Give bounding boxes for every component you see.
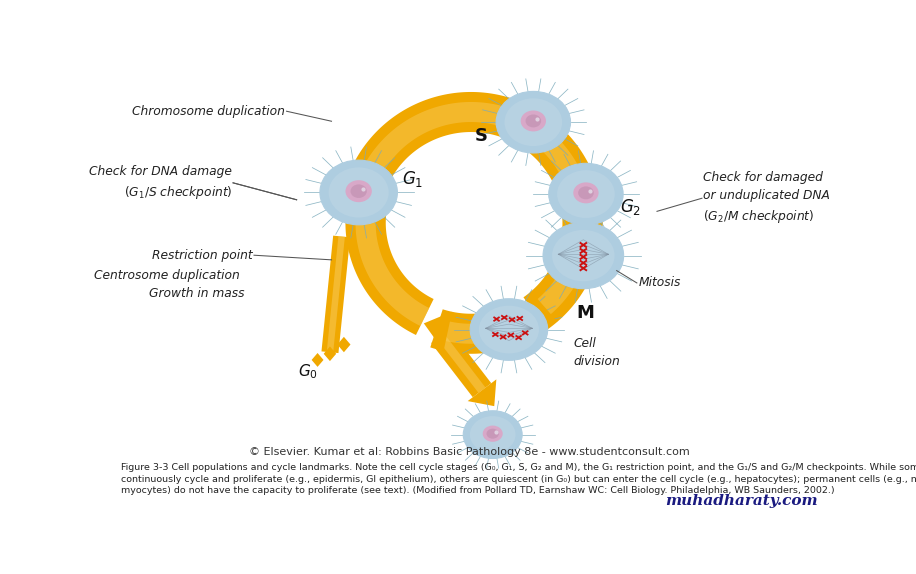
Polygon shape — [437, 333, 485, 393]
Polygon shape — [424, 312, 452, 351]
Polygon shape — [523, 207, 603, 330]
Ellipse shape — [573, 183, 598, 203]
Polygon shape — [354, 102, 536, 197]
Polygon shape — [337, 337, 351, 352]
Text: Check for damaged
or unduplicated DNA
$(G_2/M$ checkpoint$)$: Check for damaged or unduplicated DNA $(… — [703, 171, 831, 225]
Polygon shape — [344, 92, 540, 199]
Ellipse shape — [470, 416, 516, 453]
Text: continuously cycle and proliferate (e.g., epidermis, GI epithelium), others are : continuously cycle and proliferate (e.g.… — [121, 475, 916, 484]
Ellipse shape — [463, 411, 522, 459]
Ellipse shape — [496, 91, 571, 153]
Text: $G_1$: $G_1$ — [402, 169, 423, 189]
Ellipse shape — [549, 163, 623, 225]
Text: M: M — [576, 304, 594, 321]
Text: Growth in mass: Growth in mass — [149, 287, 245, 300]
Text: Check for DNA damage
$(G_1/S$ checkpoint$)$: Check for DNA damage $(G_1/S$ checkpoint… — [90, 165, 233, 201]
Text: $G_0$: $G_0$ — [299, 362, 318, 381]
Ellipse shape — [543, 223, 624, 289]
Ellipse shape — [578, 187, 594, 199]
Polygon shape — [558, 180, 595, 210]
Polygon shape — [529, 208, 593, 322]
Text: Figure 3-3 Cell populations and cycle landmarks. Note the cell cycle stages (G₀,: Figure 3-3 Cell populations and cycle la… — [121, 463, 916, 472]
Polygon shape — [327, 236, 345, 352]
Polygon shape — [322, 236, 350, 353]
Ellipse shape — [486, 429, 499, 439]
Polygon shape — [355, 199, 430, 326]
Polygon shape — [536, 130, 590, 202]
Polygon shape — [504, 100, 535, 138]
Text: Restriction point: Restriction point — [152, 249, 253, 262]
Ellipse shape — [479, 306, 539, 354]
Polygon shape — [431, 329, 491, 397]
Text: © Elsevier. Kumar et al: Robbins Basic Pathology 8e - www.studentconsult.com: © Elsevier. Kumar et al: Robbins Basic P… — [249, 447, 690, 456]
Text: muhadharaty.com: muhadharaty.com — [666, 494, 818, 508]
Ellipse shape — [505, 98, 562, 146]
Text: Chromosome duplication: Chromosome duplication — [132, 104, 285, 118]
Polygon shape — [529, 123, 600, 204]
Ellipse shape — [483, 425, 503, 442]
Text: myocytes) do not have the capacity to proliferate (see text). (Modified from Pol: myocytes) do not have the capacity to pr… — [121, 486, 834, 495]
Ellipse shape — [520, 110, 546, 131]
Polygon shape — [468, 379, 496, 406]
Polygon shape — [345, 197, 433, 335]
Ellipse shape — [345, 180, 372, 202]
Ellipse shape — [470, 298, 548, 360]
Ellipse shape — [320, 160, 398, 225]
Polygon shape — [317, 351, 344, 354]
Polygon shape — [523, 292, 558, 321]
Polygon shape — [431, 303, 533, 354]
Polygon shape — [433, 312, 529, 344]
Ellipse shape — [552, 230, 615, 281]
Ellipse shape — [526, 114, 541, 127]
Polygon shape — [311, 353, 323, 367]
Text: Mitosis: Mitosis — [638, 277, 681, 289]
Polygon shape — [323, 347, 336, 361]
Ellipse shape — [329, 168, 388, 218]
Text: Centrosome duplication: Centrosome duplication — [94, 269, 240, 282]
Text: S: S — [474, 127, 488, 145]
Text: $G_2$: $G_2$ — [619, 197, 640, 217]
Polygon shape — [345, 192, 386, 217]
Text: Cell
division: Cell division — [573, 337, 620, 368]
Ellipse shape — [557, 170, 615, 218]
Ellipse shape — [351, 184, 366, 198]
